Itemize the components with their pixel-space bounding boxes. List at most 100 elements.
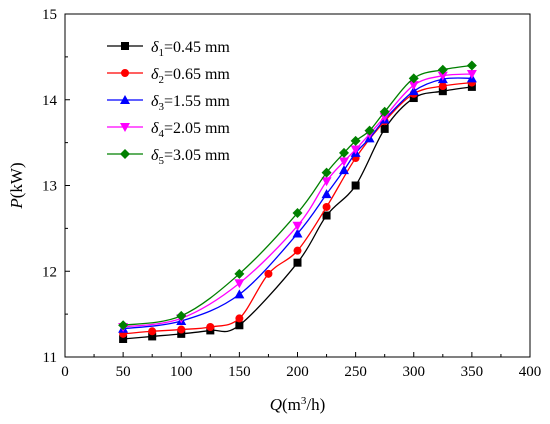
legend-label: δ3=1.55 mm: [151, 93, 230, 113]
data-point: [409, 94, 418, 103]
legend-value: =0.65 mm: [164, 66, 230, 83]
data-point: [351, 181, 360, 190]
data-point: [321, 167, 332, 178]
legend-subscript: 3: [158, 101, 164, 113]
legend-label: δ2=0.65 mm: [151, 66, 230, 86]
x-axis-unit-prefix: (m: [282, 395, 301, 414]
legend-entry-5: δ5=3.05 mm: [107, 147, 230, 167]
y-axis-var: P: [7, 198, 26, 209]
legend-label: δ5=3.05 mm: [151, 147, 230, 167]
x-axis-var: Q: [270, 395, 282, 414]
legend-value: =2.05 mm: [164, 120, 230, 137]
data-point: [467, 82, 476, 91]
data-point: [321, 177, 332, 187]
data-point: [322, 211, 331, 220]
series-line: [123, 77, 472, 330]
data-point: [339, 157, 349, 167]
legend-subscript: 1: [158, 47, 164, 59]
x-tick-label: 300: [403, 364, 426, 380]
data-point: [292, 221, 303, 231]
data-point: [119, 334, 128, 343]
data-point: [466, 70, 477, 80]
x-tick-label: 200: [286, 364, 309, 380]
x-tick-label: 50: [116, 364, 131, 380]
data-point: [293, 246, 302, 255]
data-point: [234, 279, 245, 289]
legend-symbol: δ: [151, 93, 159, 110]
legend-subscript: 2: [158, 74, 164, 86]
x-tick-label: 350: [461, 364, 484, 380]
legend-value: =1.55 mm: [164, 93, 230, 110]
legend-entry-3: δ3=1.55 mm: [107, 93, 230, 113]
legend-marker: [120, 123, 130, 132]
data-point: [177, 325, 186, 334]
data-point: [380, 124, 389, 133]
data-point: [350, 135, 361, 146]
y-tick-label: 11: [43, 350, 57, 366]
series-3: [118, 73, 477, 333]
x-axis-unit-suffix: /h): [306, 395, 325, 414]
data-point: [118, 320, 129, 331]
legend-marker: [120, 95, 130, 104]
legend-value: =0.45 mm: [164, 39, 230, 56]
data-point: [437, 71, 448, 81]
data-point: [177, 329, 186, 338]
legend-marker: [120, 149, 130, 159]
data-point: [234, 268, 245, 279]
x-tick-label: 0: [61, 364, 69, 380]
x-axis-title: Q(m3/h): [270, 395, 326, 414]
legend-entry-4: δ4=2.05 mm: [107, 120, 230, 140]
axes: 0 50 100 150 200 250 300 350 4001112131415Q(m3/h…: [7, 7, 541, 414]
y-tick-label: 12: [42, 264, 57, 280]
data-point: [408, 73, 419, 84]
legend-subscript: 5: [158, 155, 164, 167]
y-tick-label: 14: [42, 93, 58, 109]
data-point: [364, 125, 375, 136]
data-point: [176, 310, 187, 321]
data-point: [438, 82, 447, 91]
legend-symbol: δ: [151, 147, 159, 164]
y-axis-title: P(kW): [7, 162, 26, 209]
legend-symbol: δ: [151, 39, 159, 56]
legend-subscript: 4: [158, 128, 164, 140]
legend-label: δ4=2.05 mm: [151, 120, 230, 140]
data-point: [379, 106, 390, 117]
series-5: [118, 60, 477, 331]
data-point: [206, 322, 215, 331]
x-axis-unit-sup: 3: [301, 395, 307, 407]
data-point: [350, 145, 361, 155]
data-point: [321, 189, 332, 199]
data-point: [264, 269, 273, 278]
series-line: [123, 73, 472, 328]
legend-marker: [121, 69, 129, 77]
data-point: [408, 86, 419, 96]
x-tick-label: 400: [519, 364, 542, 380]
legend-entry-2: δ2=0.65 mm: [107, 66, 230, 86]
data-point: [234, 289, 245, 299]
x-tick-label: 100: [170, 364, 193, 380]
y-tick-label: 15: [42, 7, 57, 23]
data-point: [437, 64, 448, 75]
data-point: [292, 228, 303, 238]
plot-frame: [64, 13, 531, 358]
legend-value: =3.05 mm: [164, 147, 230, 164]
y-tick-label: 13: [42, 179, 57, 195]
data-point: [339, 147, 349, 158]
data-point: [466, 60, 477, 71]
data-point: [292, 207, 303, 218]
data-point: [322, 202, 331, 211]
data-point: [339, 165, 349, 175]
data-point: [148, 332, 157, 341]
x-tick-label: 250: [344, 364, 367, 380]
legend-entry-1: δ1=0.45 mm: [107, 39, 230, 59]
data-point: [408, 81, 419, 91]
series-group: [118, 60, 477, 343]
data-point: [148, 327, 157, 336]
data-point: [235, 321, 244, 330]
data-point: [293, 258, 302, 267]
legend-symbol: δ: [151, 66, 159, 83]
legend-marker: [121, 42, 129, 50]
legend-label: δ1=0.45 mm: [151, 39, 230, 59]
